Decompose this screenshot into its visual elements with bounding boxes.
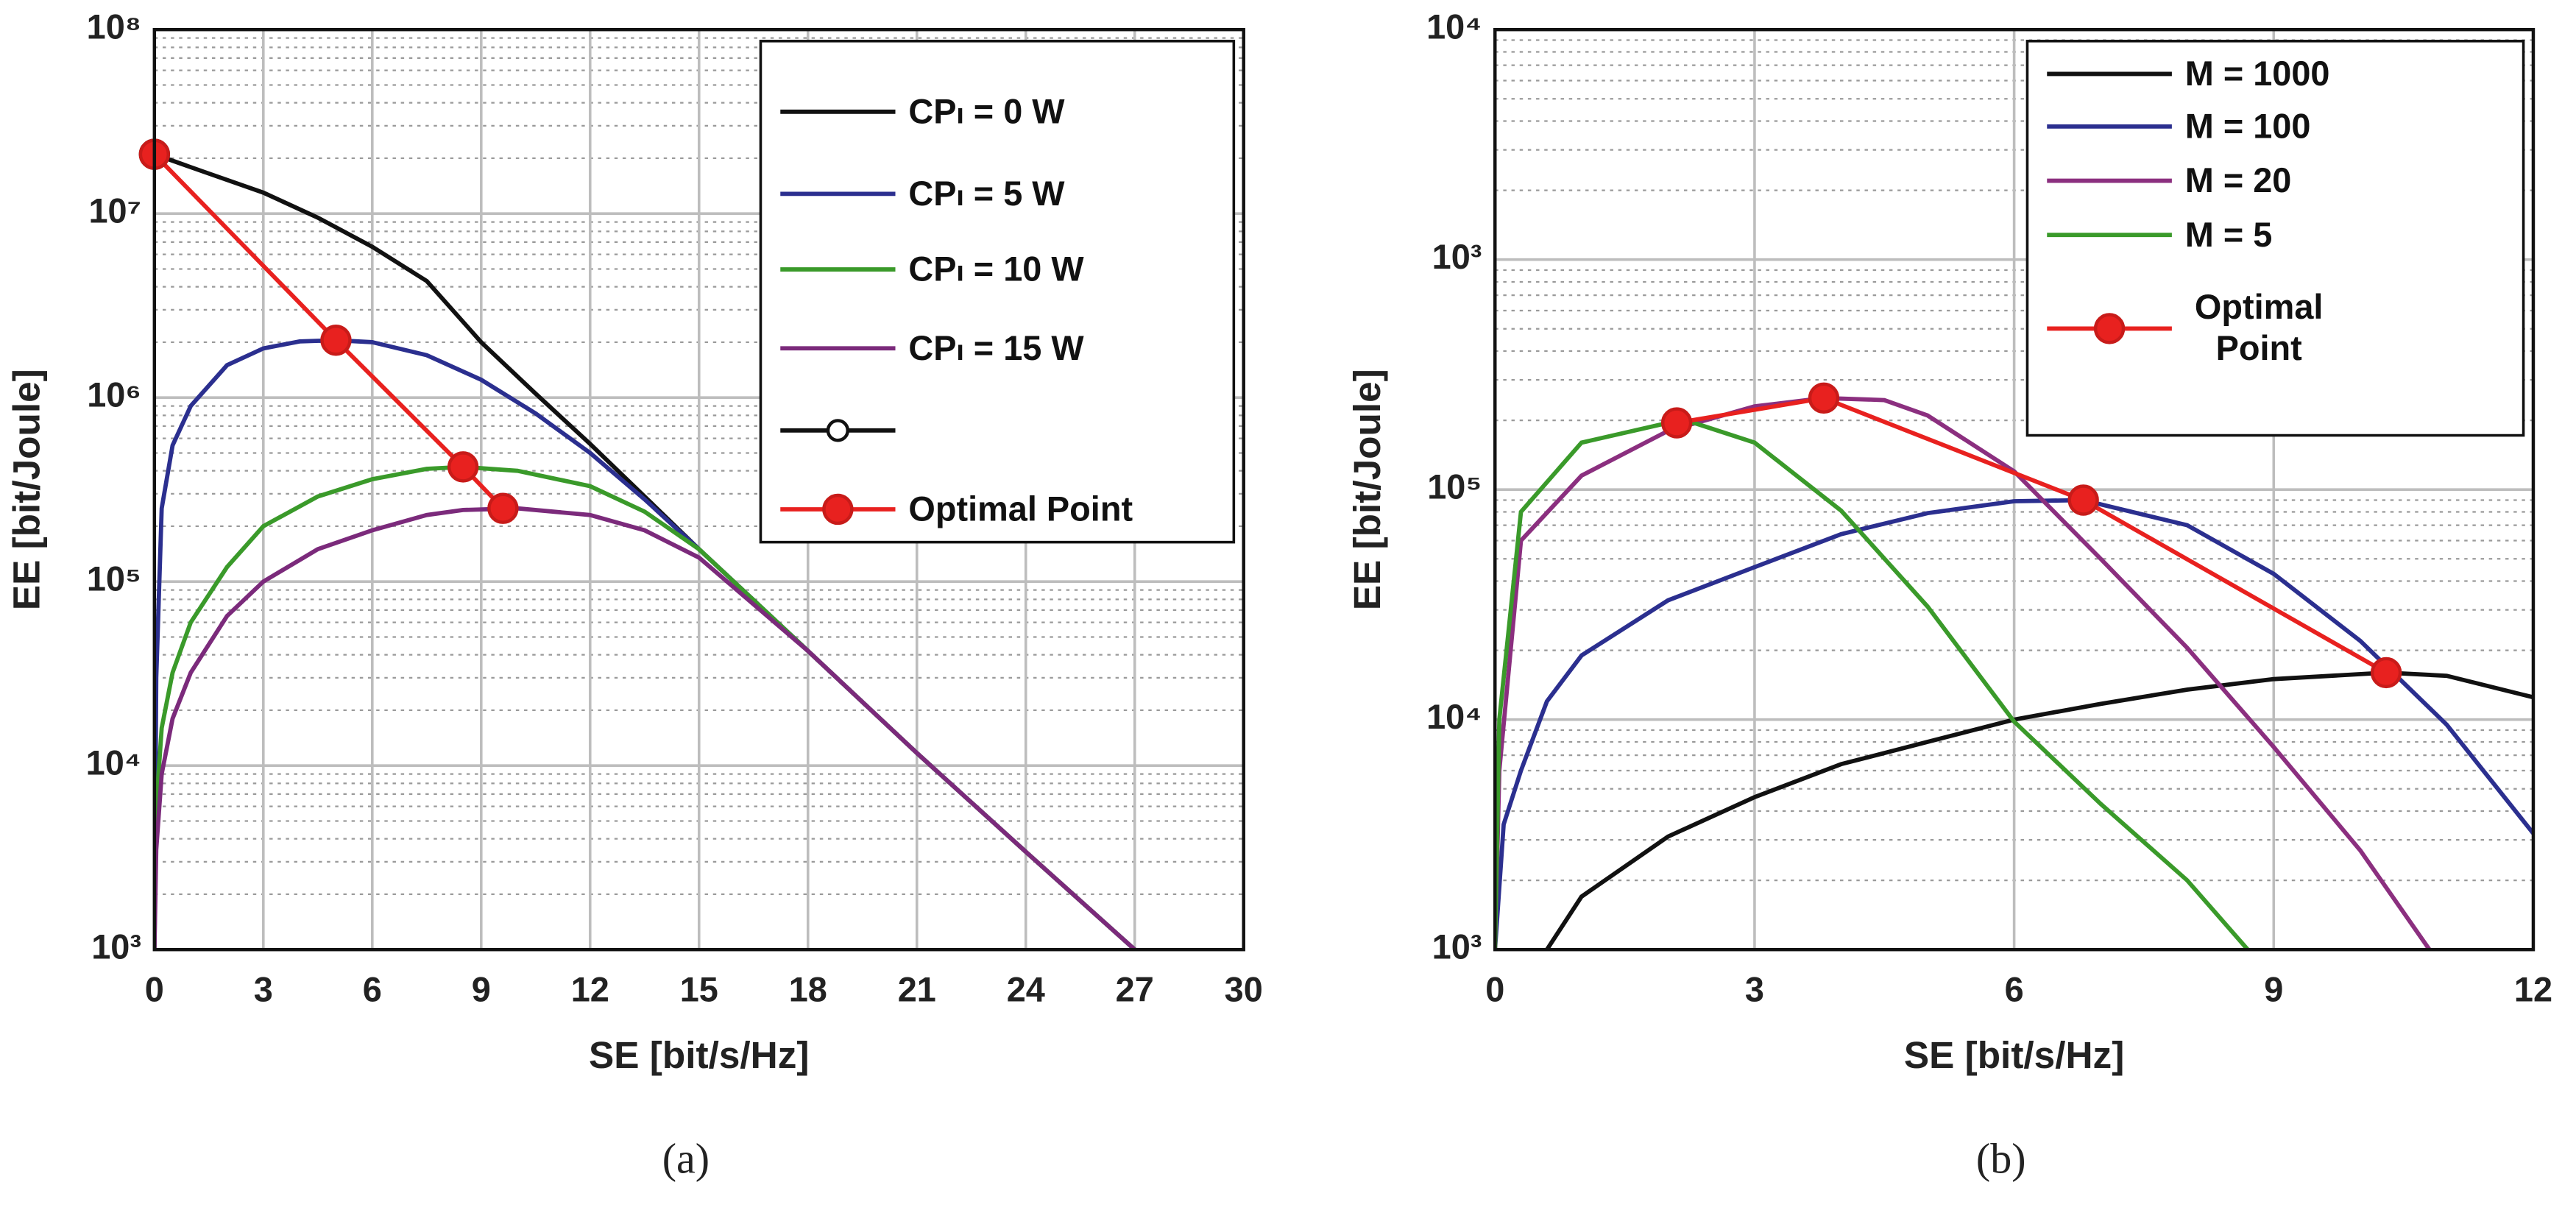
x-tick-label: 15 [680,971,718,1009]
series-line [154,152,505,510]
legend-label-wrap: CPₗ = 0 W [908,69,1227,155]
x-tick-label: 9 [2264,971,2283,1009]
legend-label-wrap: Optimal Point [908,467,1227,552]
x-tick-label: 21 [898,971,936,1009]
legend-label: M = 20 [2184,161,2292,200]
y-tick-label: 10⁵ [1427,468,1482,506]
x-tick-label: 18 [789,971,827,1009]
x-tick-label: 12 [2514,971,2552,1009]
x-tick-label: 6 [363,971,382,1009]
plot-frame [1493,27,2536,952]
legend-label-box: Optimal Point [2185,286,2517,371]
legend-marker [822,493,854,526]
x-tick-label: 6 [2005,971,2024,1009]
series-layer [154,152,1136,950]
legend-label-wrap: CPₗ = 10 W [908,227,1227,312]
legend-label: CPₗ = 0 W [908,93,1065,131]
legend-label-box: CPₗ = 5 W [908,151,1227,236]
data-point [447,451,479,483]
y-tick-label: 10⁷ [88,192,141,230]
y-tick-label: 10⁶ [87,376,141,414]
x-tick-label: 24 [1007,971,1045,1009]
y-tick-label: 10³ [1432,928,1482,966]
data-point [2370,657,2402,689]
y-tick-label: 10⁴ [1426,698,1482,736]
x-tick-label: 3 [1745,971,1764,1009]
series-line [1495,420,2250,950]
legend-label-wrap: Optimal Point [2185,286,2517,371]
legend-label-wrap: M = 100 [2185,84,2517,169]
legend-label-box: M = 20 [2185,138,2517,224]
legend-label: Optimal Point [908,490,1133,528]
data-point [487,492,519,524]
legend-marker [826,419,850,442]
x-axis-label: SE [bit/s/Hz] [589,1034,809,1076]
series-line [1495,395,2432,950]
legend-label-wrap: M = 1000 [2185,31,2517,116]
legend-label-box: M = 100 [2185,84,2517,169]
series-line [1495,498,2533,950]
legend-label: Optimal Point [2194,289,2324,369]
legend-label: CPₗ = 15 W [908,329,1084,367]
plot-frame [152,27,1245,952]
legend-label: CPₗ = 10 W [908,250,1084,289]
x-tick-label: 9 [472,971,491,1009]
legend-label-box: CPₗ = 10 W [908,227,1227,312]
y-tick-label: 10⁴ [86,744,141,782]
series-line [1676,395,2388,675]
legend-label-wrap: CPₗ = 15 W [908,305,1227,391]
x-tick-label: 3 [254,971,273,1009]
x-tick-label: 12 [571,971,609,1009]
legend-box [2025,40,2525,437]
y-tick-label: 10⁸ [87,8,141,46]
legend-label: M = 100 [2184,107,2311,146]
caption: (b) [1976,1135,2026,1183]
legend-label-box: Optimal Point [908,467,1227,552]
legend-label: CPₗ = 5 W [908,174,1065,213]
y-tick-label: 10³ [1432,238,1482,276]
y-axis-label: EE [bit/Joule] [6,369,48,610]
legend-marker [2093,313,2126,344]
data-point [1808,382,1840,414]
legend-label-box: CPₗ = 0 W [908,69,1227,155]
y-tick-label: 10³ [91,928,141,966]
data-point [320,325,352,356]
legend-label: M = 5 [2184,216,2273,254]
x-tick-label: 30 [1225,971,1263,1009]
legend-label-box: CPₗ = 15 W [908,305,1227,391]
legend-box [759,40,1236,544]
y-axis-label: EE [bit/Joule] [1346,369,1388,610]
series-line [154,506,1136,950]
legend-label-box: M = 1000 [2185,31,2517,116]
y-tick-label: 10⁵ [87,560,141,598]
x-tick-label: 0 [145,971,164,1009]
x-tick-label: 0 [1485,971,1504,1009]
legend-label-wrap: CPₗ = 5 W [908,151,1227,236]
x-axis-label: SE [bit/s/Hz] [1904,1034,2124,1076]
caption: (a) [662,1135,710,1183]
legend-label-box: M = 5 [2185,192,2517,277]
legend-label-wrap: M = 5 [2185,192,2517,277]
legend-label-wrap: M = 20 [2185,138,2517,224]
data-point [2067,484,2099,516]
data-point [1660,407,1693,439]
legend-label: M = 1000 [2184,54,2330,93]
y-tick-label: 10⁴ [1426,8,1482,46]
x-tick-label: 27 [1116,971,1154,1009]
